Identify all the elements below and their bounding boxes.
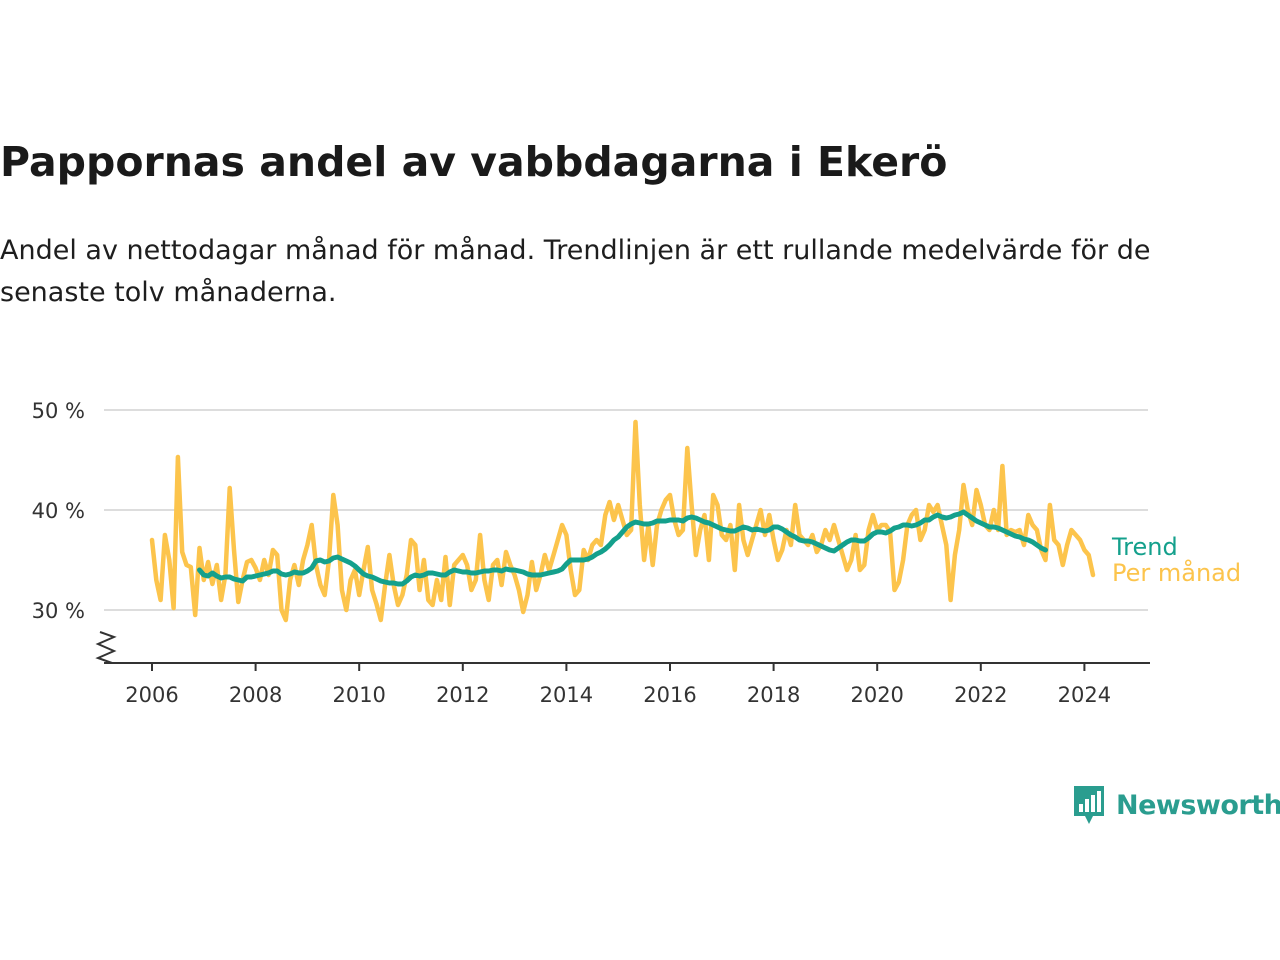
x-tick-label: 2010 bbox=[332, 683, 385, 707]
y-axis-labels: 30 % 40 % 50 % bbox=[32, 399, 85, 623]
y-tick-label: 30 % bbox=[32, 599, 85, 623]
series-lines bbox=[149, 419, 1096, 623]
axis-break-icon bbox=[95, 631, 117, 664]
y-tick-label: 40 % bbox=[32, 499, 85, 523]
x-tick-label: 2008 bbox=[229, 683, 282, 707]
trend-line bbox=[197, 509, 1048, 587]
x-tick-label: 2016 bbox=[643, 683, 696, 707]
x-axis: 2006 2008 2010 2012 2014 2016 2018 2020 2022 2024 bbox=[95, 631, 1150, 707]
trend-label: Trend bbox=[1111, 533, 1178, 561]
x-tick-label: 2024 bbox=[1058, 683, 1111, 707]
x-tick-label: 2020 bbox=[850, 683, 903, 707]
chart-subtitle: Andel av nettodagar månad för månad. Tre… bbox=[0, 235, 1151, 308]
x-tick-label: 2014 bbox=[540, 683, 593, 707]
brand-logo: Newsworthy bbox=[1072, 784, 1280, 826]
line-chart: 30 % 40 % 50 % 2006 2008 2010 2012 2014 2016 201… bbox=[32, 399, 1241, 707]
x-tick-label: 2006 bbox=[125, 683, 178, 707]
brand-name: Newsworthy bbox=[1116, 789, 1280, 821]
monthly-label: Per månad bbox=[1112, 558, 1241, 587]
monthly-line bbox=[149, 419, 1096, 623]
y-tick-label: 50 % bbox=[32, 399, 85, 423]
x-tick-label: 2018 bbox=[747, 683, 800, 707]
newsworthy-logo-icon bbox=[1074, 786, 1104, 824]
chart-title: Pappornas andel av vabbdagarna i Ekerö bbox=[0, 138, 948, 186]
x-tick-label: 2022 bbox=[954, 683, 1007, 707]
x-tick-label: 2012 bbox=[436, 683, 489, 707]
